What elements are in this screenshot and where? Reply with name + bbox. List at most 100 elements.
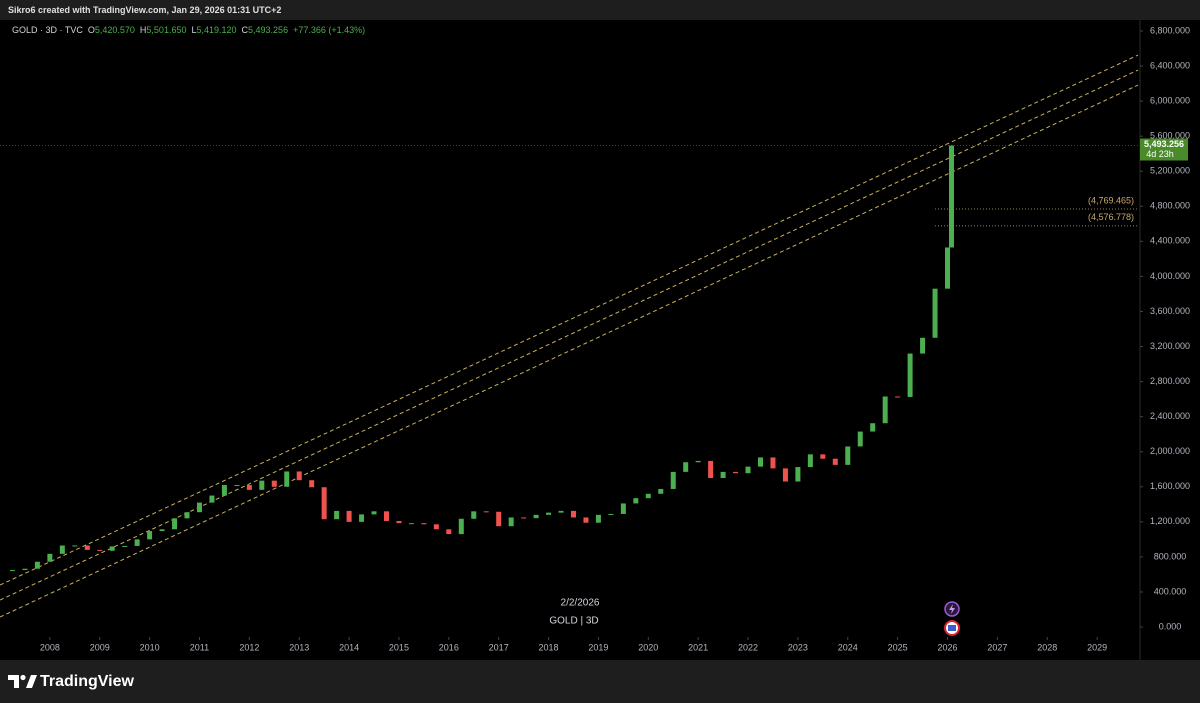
ohlc-key: O [87, 25, 95, 35]
y-tick-label: 6,000.000 [1150, 95, 1190, 105]
y-tick-label: 6,400.000 [1150, 60, 1190, 70]
candle [633, 498, 639, 504]
x-tick-label: 2018 [539, 642, 559, 652]
candle [895, 396, 901, 398]
ohlc-key: L [191, 25, 197, 35]
candle [134, 539, 140, 546]
candle [907, 353, 913, 397]
candle [159, 529, 165, 532]
y-tick-label: 800.000 [1154, 551, 1187, 561]
candle [521, 517, 527, 519]
x-tick-label: 2015 [389, 642, 409, 652]
y-tick-label: 1,200.000 [1150, 516, 1190, 526]
candle [583, 517, 589, 523]
candle [820, 454, 826, 459]
candle [770, 457, 776, 469]
legend: GOLD · 3D · TVC O 5,420.570 H 5,501.650 L 5,4… [12, 25, 365, 35]
x-tick-label: 2019 [588, 642, 608, 652]
candle [34, 561, 40, 569]
logo-mark [8, 675, 19, 688]
y-tick-label: 3,200.000 [1150, 341, 1190, 351]
candle [383, 511, 389, 521]
candle [271, 480, 277, 487]
footer-series: GOLD | 3D [549, 616, 598, 627]
candle [782, 468, 788, 482]
candle [97, 549, 103, 551]
candle [945, 247, 951, 289]
y-tick-label: 2,000.000 [1150, 446, 1190, 456]
x-tick-label: 2009 [90, 642, 110, 652]
y-tick-label: 2,400.000 [1150, 411, 1190, 421]
ohlc-item: L 5,419.120 [191, 25, 236, 35]
ohlc-item: C 5,493.256 [242, 25, 289, 35]
candle [508, 517, 514, 527]
x-tick-label: 2029 [1087, 642, 1107, 652]
last-price-box [1140, 138, 1188, 161]
level-label: (4,769.465) [1088, 195, 1134, 205]
candle [920, 337, 926, 354]
candle [620, 503, 626, 514]
candle [346, 510, 352, 522]
candle [608, 513, 614, 515]
candle [496, 511, 502, 527]
x-tick-label: 2016 [439, 642, 459, 652]
candle [670, 471, 676, 489]
ohlc-value: 5,419.120 [196, 25, 237, 35]
countdown: 4d 23h [1146, 149, 1174, 159]
candle [396, 520, 402, 524]
brand-logo: TradingView [8, 673, 135, 690]
y-tick-label: 5,200.000 [1150, 166, 1190, 176]
chart-background [0, 0, 1200, 660]
candle [309, 480, 315, 488]
candle [408, 523, 414, 525]
candle [109, 546, 115, 551]
x-tick-label: 2013 [289, 642, 309, 652]
candle [533, 514, 539, 519]
candle [483, 511, 489, 513]
x-tick-label: 2026 [937, 642, 957, 652]
x-tick-label: 2027 [987, 642, 1007, 652]
candle [421, 523, 427, 525]
candle [321, 487, 327, 520]
symbol: GOLD · 3D · TVC [12, 25, 83, 35]
candle [334, 510, 340, 520]
candle [695, 460, 701, 463]
candle [720, 471, 726, 479]
candle [209, 495, 215, 503]
candle [471, 511, 477, 519]
candle [296, 471, 302, 481]
candle [371, 511, 377, 515]
candle [22, 568, 28, 571]
chart: 2/2/2026 GOLD | 3D 0.000 400.000 800.000 1,… [0, 0, 1200, 660]
ohlc-item: O 5,420.570 [88, 25, 135, 35]
last-price-label: 5,493.256 [1144, 139, 1184, 149]
candle [658, 488, 664, 494]
candle [845, 446, 851, 465]
candle [172, 518, 178, 530]
candle [948, 145, 954, 248]
candle [84, 545, 90, 550]
x-tick-label: 2017 [489, 642, 509, 652]
event-icon-bolt [949, 604, 955, 614]
x-tick-label: 2012 [239, 642, 259, 652]
candle [284, 471, 290, 487]
y-tick-label: 5,600.000 [1150, 131, 1190, 141]
level-label: (4,576.778) [1088, 212, 1134, 222]
candle [683, 462, 689, 472]
y-tick-label: 0.000 [1159, 621, 1182, 631]
candle [558, 510, 564, 513]
x-tick-label: 2008 [40, 642, 60, 652]
x-tick-label: 2021 [688, 642, 708, 652]
candle [832, 458, 838, 465]
ohlc-key: C [241, 25, 249, 35]
y-tick-label: 4,800.000 [1150, 201, 1190, 211]
candle [757, 457, 763, 467]
y-tick-label: 2,800.000 [1150, 376, 1190, 386]
candle [932, 288, 938, 338]
candle [458, 518, 464, 535]
candle [857, 431, 863, 447]
candle [359, 514, 365, 522]
candle [433, 524, 439, 530]
ohlc-item: H 5,501.650 [140, 25, 187, 35]
y-tick-label: 3,600.000 [1150, 306, 1190, 316]
